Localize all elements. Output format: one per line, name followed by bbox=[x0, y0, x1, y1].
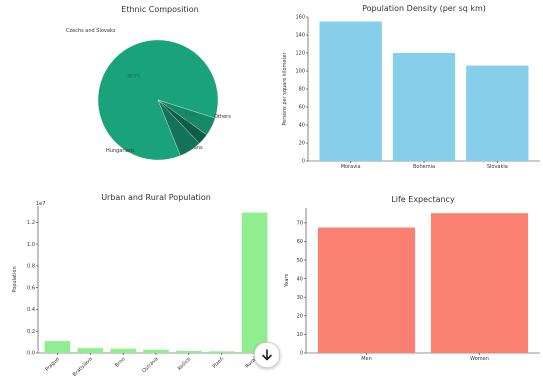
chart-title: Population Density (per sq km) bbox=[362, 4, 486, 13]
bar-women bbox=[430, 213, 529, 353]
bar-kosice bbox=[176, 350, 202, 353]
y-tick-label: 80 bbox=[299, 87, 305, 93]
y-axis-label: Persons per square kilometer bbox=[282, 51, 288, 125]
bar-chart-population-density-per-sq-km: Population Density (per sq km) 0 20 40 60 80 1… bbox=[282, 4, 540, 170]
y-tick-label: 60 bbox=[297, 239, 303, 245]
x-tick-label-plzen: Plzeň bbox=[211, 355, 225, 369]
chart-title: Urban and Rural Population bbox=[101, 193, 211, 202]
x-tick-label-bohemia: Bohemia bbox=[413, 164, 435, 170]
pie-chart: Ethnic Composition 86.0% Czechs and Slovak… bbox=[66, 5, 231, 161]
bar-men bbox=[317, 227, 416, 353]
y-tick-label: 0.8 bbox=[27, 264, 35, 270]
pie-label-czechs-and-slovaks: Czechs and Slovaks bbox=[66, 28, 116, 34]
x-tick-label-prague: Prague bbox=[44, 356, 61, 373]
y-tick-label: 40 bbox=[299, 123, 305, 129]
x-tick-label-moravia: Moravia bbox=[341, 164, 361, 170]
x-tick-label-men: Men bbox=[361, 356, 372, 362]
y-axis-label: Years bbox=[284, 274, 290, 289]
y-tick-label: 160 bbox=[295, 15, 305, 21]
bar-moravia bbox=[319, 21, 382, 161]
x-tick-label-brno: Brno bbox=[114, 356, 126, 368]
y-tick-label: 20 bbox=[299, 141, 305, 147]
pie-pct-label-czechs-and-slovaks: 86.0% bbox=[127, 74, 140, 79]
y-tick-label: 0.2 bbox=[27, 329, 35, 335]
x-tick-label-ostrava: Ostrava bbox=[141, 356, 159, 374]
y-tick-label: 0.0 bbox=[27, 351, 35, 357]
chart-title: Life Expectancy bbox=[391, 195, 455, 204]
x-tick-label-kosice: Košice bbox=[176, 355, 192, 371]
bar-plzen bbox=[208, 351, 235, 353]
bar-chart-urban-and-rural-population: Urban and Rural Population 0.0 0.2 0.4 0.6 0.… bbox=[12, 193, 274, 378]
bar-chart-life-expectancy: Life Expectancy 0 10 20 30 40 50 60 70 Years Men Wo… bbox=[284, 195, 540, 362]
pie-pct-label-hungarians: 6.0% bbox=[172, 126, 182, 131]
y-tick-label: 0 bbox=[300, 351, 303, 357]
bar-brno bbox=[110, 348, 136, 353]
y-tick-label: 40 bbox=[297, 276, 303, 282]
pie-label-others: Others bbox=[214, 114, 231, 120]
bar-rural bbox=[241, 212, 268, 353]
chart-title: Ethnic Composition bbox=[121, 5, 198, 14]
y-tick-label: 70 bbox=[297, 221, 303, 227]
y-tick-label: 20 bbox=[297, 314, 303, 320]
y-axis-label: Population bbox=[12, 266, 18, 292]
y-tick-label: 0.6 bbox=[27, 285, 35, 291]
bar-slovakia bbox=[466, 65, 529, 161]
bar-bohemia bbox=[392, 53, 456, 161]
scroll-down-button[interactable] bbox=[254, 342, 280, 368]
arrow-down-icon bbox=[262, 349, 272, 361]
x-tick-label-slovakia: Slovakia bbox=[487, 164, 508, 170]
pie-pct-label-germans: 3.0% bbox=[180, 120, 190, 125]
y-tick-label: 0 bbox=[302, 159, 305, 165]
bar-bratislava bbox=[77, 348, 104, 353]
bar-prague bbox=[44, 341, 71, 353]
x-tick-label-bratislava: Bratislava bbox=[72, 356, 94, 378]
y-tick-label: 50 bbox=[297, 258, 303, 264]
y-tick-label: 60 bbox=[299, 105, 305, 111]
bar-ostrava bbox=[143, 349, 169, 353]
y-tick-label: 1.2 bbox=[27, 220, 35, 226]
y-tick-label: 120 bbox=[295, 51, 305, 57]
y-tick-label: 0.4 bbox=[27, 307, 35, 313]
y-tick-label: 140 bbox=[295, 33, 305, 39]
pie-slice-hungarians bbox=[157, 99, 200, 156]
y-tick-label: 1.0 bbox=[27, 242, 35, 248]
pie-label-hungarians: Hungarians bbox=[106, 148, 135, 154]
pie-pct-label-others: 5.0% bbox=[185, 112, 195, 117]
y-tick-label: 100 bbox=[295, 69, 305, 75]
y-tick-label: 30 bbox=[297, 295, 303, 301]
y-tick-label: 10 bbox=[297, 332, 303, 338]
x-tick-label-women: Women bbox=[470, 356, 489, 362]
y-offset-label: 1e7 bbox=[36, 201, 45, 207]
